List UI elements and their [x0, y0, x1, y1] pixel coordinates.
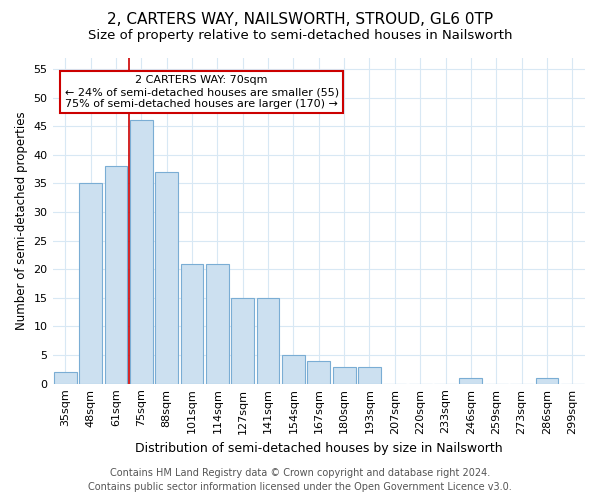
Bar [307, 361, 330, 384]
Bar [257, 298, 280, 384]
Y-axis label: Number of semi-detached properties: Number of semi-detached properties [15, 112, 28, 330]
Text: 2 CARTERS WAY: 70sqm
← 24% of semi-detached houses are smaller (55)
75% of semi-: 2 CARTERS WAY: 70sqm ← 24% of semi-detac… [65, 76, 338, 108]
Bar [79, 184, 102, 384]
Bar [130, 120, 152, 384]
X-axis label: Distribution of semi-detached houses by size in Nailsworth: Distribution of semi-detached houses by … [135, 442, 503, 455]
Bar [536, 378, 559, 384]
Text: Contains HM Land Registry data © Crown copyright and database right 2024.
Contai: Contains HM Land Registry data © Crown c… [88, 468, 512, 492]
Text: 2, CARTERS WAY, NAILSWORTH, STROUD, GL6 0TP: 2, CARTERS WAY, NAILSWORTH, STROUD, GL6 … [107, 12, 493, 28]
Bar [54, 372, 77, 384]
Bar [460, 378, 482, 384]
Bar [155, 172, 178, 384]
Bar [282, 355, 305, 384]
Bar [206, 264, 229, 384]
Bar [181, 264, 203, 384]
Bar [333, 366, 356, 384]
Bar [358, 366, 381, 384]
Bar [231, 298, 254, 384]
Text: Size of property relative to semi-detached houses in Nailsworth: Size of property relative to semi-detach… [88, 29, 512, 42]
Bar [104, 166, 127, 384]
